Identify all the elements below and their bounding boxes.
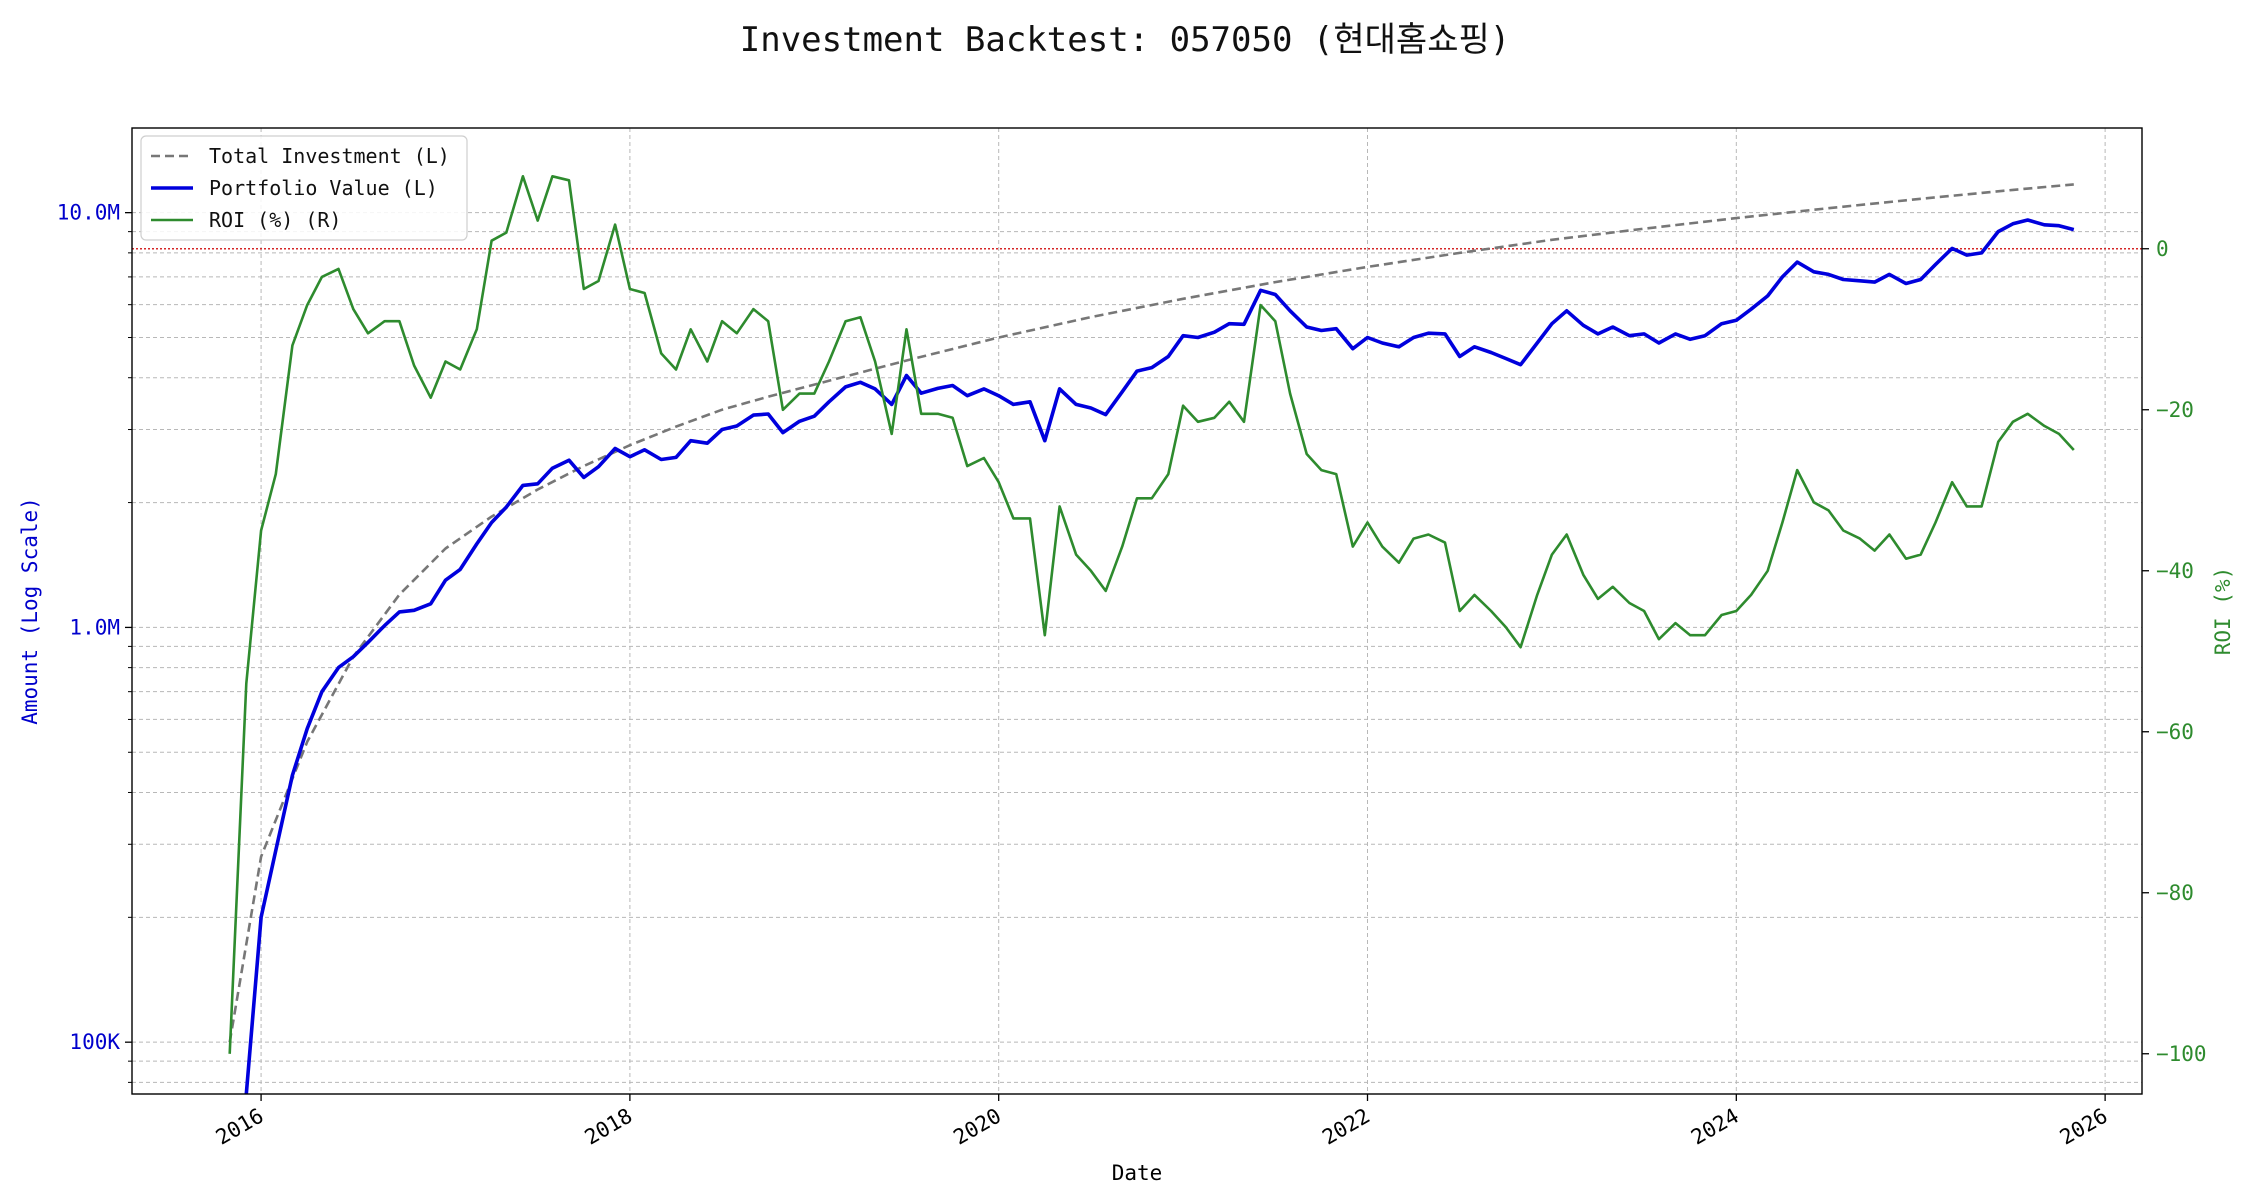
right-tick-label: −100 (2156, 1042, 2207, 1066)
left-tick-label: 10.0M (57, 201, 120, 225)
left-tick-label: 1.0M (69, 615, 120, 639)
portfolio-value-line (244, 218, 2075, 1095)
x-tick-label: 2016 (212, 1104, 268, 1150)
plot-frame (131, 127, 2143, 1095)
roi-line (228, 175, 2075, 1054)
legend-label: Total Investment (L) (209, 144, 450, 168)
right-tick-label: −60 (2156, 720, 2194, 744)
legend-label: ROI (%) (R) (209, 208, 341, 232)
chart-title: Investment Backtest: 057050 (현대홈쇼핑) (739, 20, 1511, 60)
x-tick-label: 2022 (1318, 1104, 1374, 1150)
legend: Total Investment (L) Portfolio Value (L) R… (140, 135, 468, 241)
left-axis-label: Amount (Log Scale) (18, 497, 42, 725)
legend-box (140, 135, 468, 241)
x-tick-label: 2024 (1687, 1104, 1743, 1150)
right-tick-label: −40 (2156, 559, 2194, 583)
grid-layer (132, 128, 2142, 1094)
right-tick-label: −20 (2156, 398, 2194, 422)
total-investment-line (228, 183, 2074, 1043)
right-axis-label: ROI (%) (2211, 567, 2235, 656)
x-tick-label: 2026 (2056, 1104, 2112, 1150)
x-tick-label: 2018 (581, 1104, 637, 1150)
x-tick-label: 2020 (949, 1104, 1005, 1150)
x-axis-label: Date (1112, 1161, 1163, 1185)
right-tick-label: 0 (2156, 237, 2169, 261)
series-layer (132, 175, 2142, 1095)
left-tick-label: 100K (69, 1030, 120, 1054)
legend-label: Portfolio Value (L) (209, 176, 438, 200)
right-tick-label: −80 (2156, 881, 2194, 905)
